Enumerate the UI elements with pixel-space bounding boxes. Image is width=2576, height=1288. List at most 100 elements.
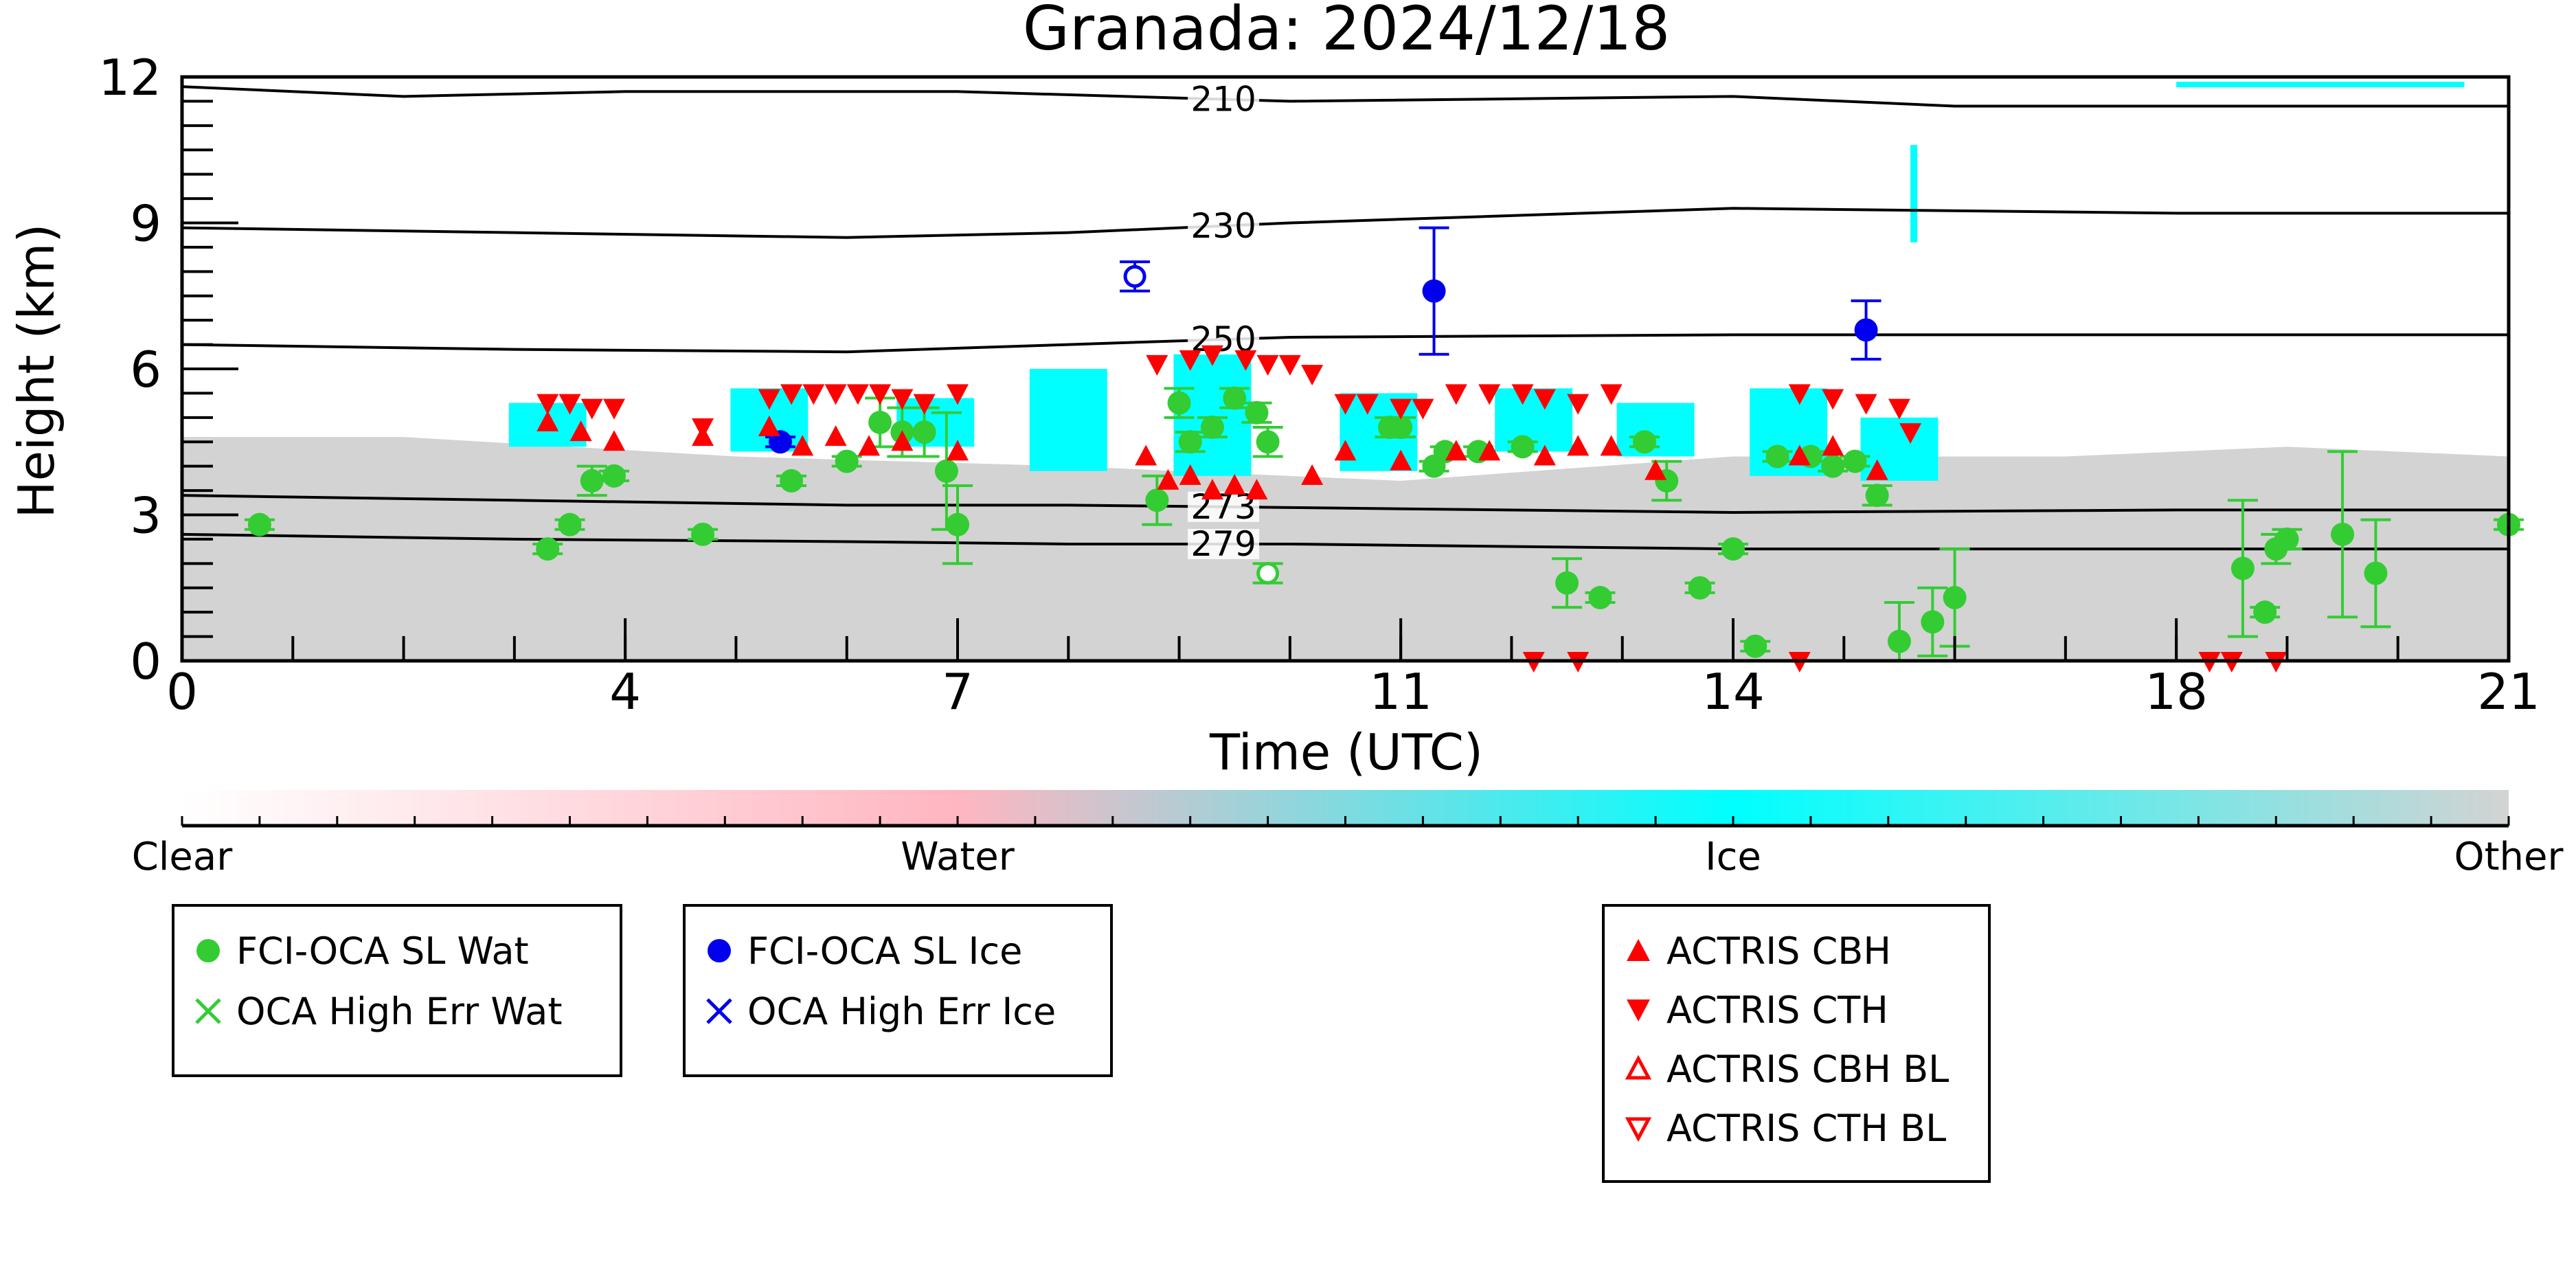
data-point: [1256, 562, 1280, 585]
data-point: [868, 410, 892, 434]
data-point: [1478, 384, 1501, 405]
legend-water: FCI-OCA SL Wat OCA High Err Wat: [172, 904, 622, 1077]
legend-actris: ACTRIS CBH ACTRIS CTH ACTRIS CBH BL ACTR…: [1602, 904, 1991, 1183]
data-point: [1887, 629, 1911, 653]
data-point: [1256, 354, 1279, 376]
legend-item: FCI-OCA SL Wat: [191, 929, 529, 973]
colorbar-label: Ice: [1705, 835, 1761, 879]
data-point: [947, 384, 969, 405]
legend-label: ACTRIS CBH: [1667, 929, 1891, 973]
legend-label: ACTRIS CTH: [1667, 988, 1888, 1032]
data-point: [1200, 416, 1224, 439]
x-tick-label: 0: [166, 663, 198, 721]
data-point: [1822, 435, 1844, 456]
data-point: [1179, 464, 1201, 485]
data-point: [1511, 384, 1534, 405]
data-point: [1201, 479, 1223, 500]
data-point: [1422, 279, 1446, 303]
y-tick-label: 0: [130, 633, 161, 690]
data-point: [1390, 449, 1412, 471]
data-point: [1334, 440, 1357, 461]
data-point: [1921, 610, 1945, 634]
data-markers: [244, 226, 2524, 673]
data-point: [2364, 561, 2388, 585]
data-point: [1632, 430, 1656, 454]
data-point: [691, 522, 715, 546]
data-point: [912, 420, 936, 444]
data-point: [1822, 389, 1844, 410]
axes: 0 3 6 9 12 0 4 7 11 14 18 21: [98, 49, 2540, 721]
x-tick-label: 14: [1702, 663, 1765, 721]
data-point: [580, 468, 604, 493]
open-triangle-down-icon: [1625, 1117, 1652, 1142]
chart-title: Granada: 2024/12/18: [1023, 0, 1671, 64]
x-tick-label: 4: [609, 663, 641, 721]
legend-label: ACTRIS CBH BL: [1667, 1047, 1950, 1091]
data-point: [891, 389, 914, 410]
data-point: [857, 435, 880, 456]
filled-circle-icon: [708, 939, 731, 962]
triangle-up-icon: [1627, 939, 1650, 961]
ice-class-patch: [1910, 145, 1918, 242]
data-point: [869, 384, 892, 405]
ice-class-patch: [1173, 354, 1252, 476]
data-point: [1179, 350, 1201, 371]
data-point: [569, 420, 592, 442]
contour-label: 279: [1190, 524, 1256, 564]
data-point: [1688, 576, 1712, 600]
data-point: [891, 430, 914, 451]
data-point: [536, 537, 560, 561]
data-point: [1390, 398, 1412, 420]
ice-class-patch: [1029, 369, 1107, 471]
data-point: [1389, 416, 1413, 439]
x-tick-label: 18: [2145, 663, 2208, 721]
data-point: [1146, 354, 1168, 376]
other-class-region: [182, 437, 2509, 661]
data-point: [791, 435, 814, 456]
data-point: [1645, 459, 1667, 480]
contour-line: [181, 85, 2509, 108]
data-point: [558, 512, 582, 536]
legend-item: ACTRIS CBH: [1621, 929, 1891, 973]
filled-circle-icon: [196, 939, 220, 962]
data-point: [692, 418, 714, 439]
colorbar: Clear Water Ice Other: [132, 790, 2564, 879]
ice-class-patch: [2176, 82, 2465, 88]
x-tick-label: 11: [1369, 663, 1432, 721]
data-point: [1256, 430, 1280, 454]
data-point: [1301, 464, 1324, 485]
data-point: [1855, 394, 1877, 415]
data-point: [1157, 468, 1179, 490]
data-point: [603, 430, 626, 451]
data-point: [1135, 444, 1157, 466]
data-point: [1223, 386, 1247, 410]
data-point: [758, 416, 780, 436]
data-point: [1334, 394, 1357, 415]
cloud-classification-layer: [182, 82, 2509, 661]
legend-item: FCI-OCA SL Ice: [702, 929, 1022, 973]
data-point: [2253, 600, 2277, 624]
data-point: [536, 410, 559, 431]
data-point: [947, 440, 969, 461]
y-tick-label: 9: [130, 195, 161, 253]
x-axis-label: Time (UTC): [1209, 723, 1483, 781]
data-point: [1843, 449, 1867, 473]
legend-item: OCA High Err Ice: [702, 989, 1057, 1033]
data-point: [1788, 444, 1811, 466]
data-point: [1788, 384, 1811, 405]
data-point: [1167, 391, 1191, 415]
data-point: [1743, 634, 1767, 658]
x-mark-icon: [195, 998, 221, 1024]
data-point: [1588, 585, 1612, 609]
contour-label: 273: [1190, 487, 1256, 527]
data-point: [1412, 398, 1434, 420]
data-point: [1245, 479, 1268, 500]
data-point: [1178, 430, 1202, 454]
data-point: [1899, 423, 1922, 444]
data-point: [1234, 350, 1257, 371]
data-point: [536, 394, 559, 415]
legend-label: OCA High Err Ice: [747, 989, 1057, 1033]
data-point: [1866, 459, 1888, 480]
data-point: [1821, 454, 1845, 478]
